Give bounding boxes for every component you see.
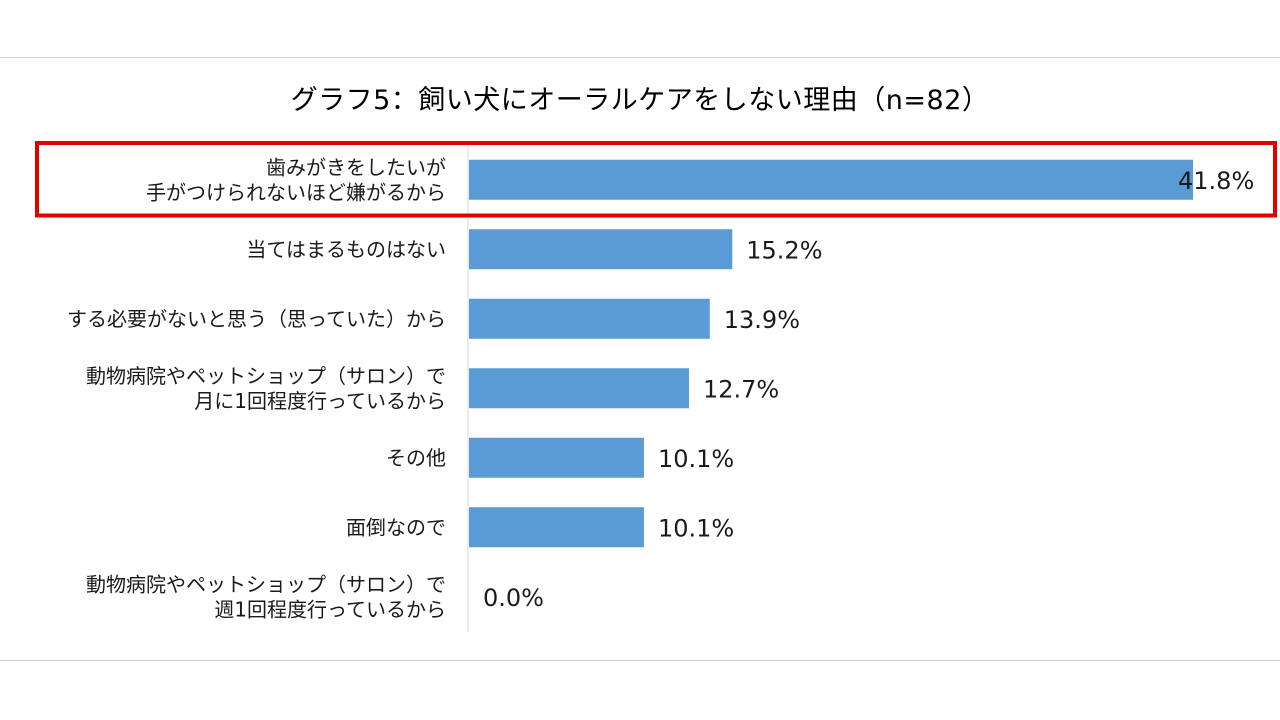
chart-frame	[0, 57, 1280, 661]
highlight-box	[35, 141, 1277, 218]
category-label: 手がつけられないほど嫌がるから	[146, 180, 446, 204]
category-label: する必要がないと思う（思っていた）から	[67, 307, 446, 331]
category-label: 月に1回程度行っているから	[194, 389, 446, 413]
value-label: 10.1%	[658, 445, 734, 473]
category-label: 歯みがきをしたいが	[266, 155, 446, 179]
bar	[469, 368, 689, 409]
category-label: 動物病院やペットショップ（サロン）で	[86, 364, 446, 388]
chart-title: グラフ5：飼い犬にオーラルケアをしない理由（n=82）	[290, 85, 990, 116]
bar	[469, 507, 644, 548]
bar	[469, 159, 1193, 200]
bar	[469, 437, 644, 478]
value-label: 13.9%	[724, 306, 800, 334]
value-label: 12.7%	[703, 375, 779, 403]
category-label: 週1回程度行っているから	[214, 597, 446, 621]
value-label: 10.1%	[658, 514, 734, 542]
category-label: 動物病院やペットショップ（サロン）で	[86, 572, 446, 596]
category-label: その他	[386, 446, 446, 470]
value-label: 41.8%	[1178, 167, 1254, 195]
bar	[469, 229, 733, 270]
bar	[469, 298, 710, 339]
value-label: 15.2%	[746, 236, 822, 264]
value-label: 0.0%	[483, 584, 544, 612]
category-label: 当てはまるものはない	[246, 237, 446, 261]
category-label: 面倒なので	[346, 515, 446, 539]
